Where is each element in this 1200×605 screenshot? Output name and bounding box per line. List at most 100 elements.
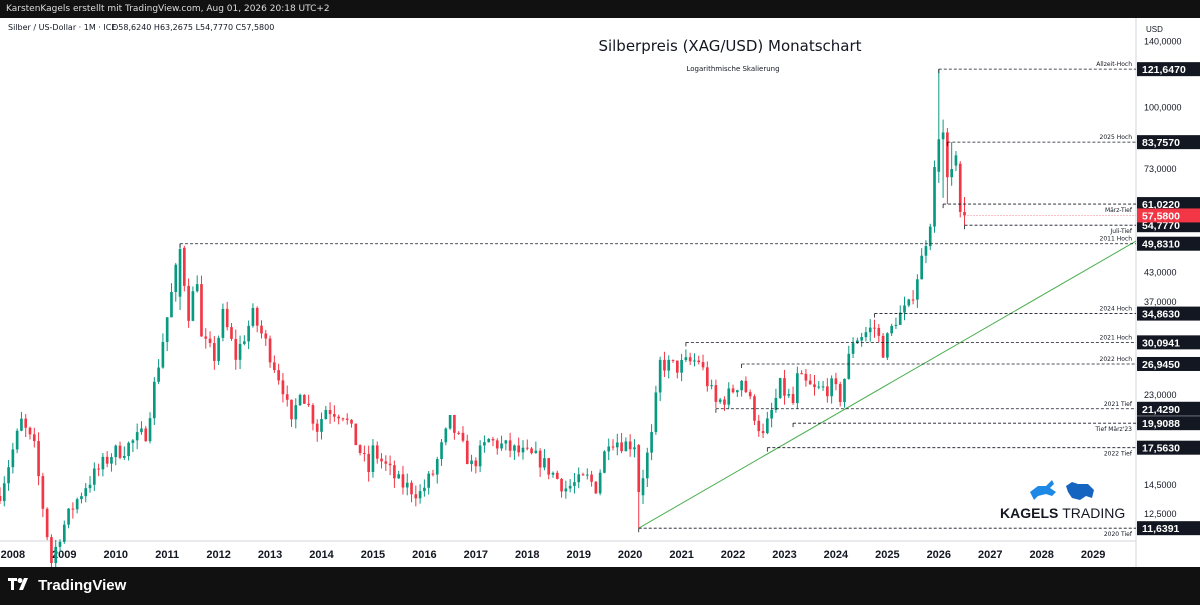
candle-body [748,392,752,397]
candle-body [7,467,10,484]
candle-body [487,439,491,443]
candle-body [731,388,735,393]
candle-body [470,460,473,465]
candle-body [28,427,32,435]
candle-body [783,378,786,396]
candle-body [200,284,203,337]
candle-body [963,211,966,216]
candle-body [225,308,229,328]
candle-body [135,432,139,441]
candle-body [191,291,195,321]
candle-body [603,451,606,473]
candle-body [243,341,246,344]
candle-body [114,445,118,458]
candle-body [774,397,778,410]
candle-body [568,485,572,489]
y-tick-label: 73,0000 [1144,164,1177,174]
level-label: 2021 Hoch [1100,334,1133,341]
candle-body [577,474,581,483]
level-price-tag [1137,440,1200,455]
candle-body [907,299,911,306]
y-tick-label: 37,0000 [1144,297,1177,307]
candle-body [354,423,358,446]
candle-body [847,353,851,379]
candle-body [830,378,833,397]
candle-body [478,445,482,467]
level-price-tag [1137,335,1200,350]
candle-body [221,308,225,338]
candle-body [58,541,62,547]
x-tick-label: 2012 [206,549,230,561]
candle-body [144,428,148,442]
candle-body [761,431,765,434]
candle-body [118,445,122,458]
candle-body [804,373,808,381]
candle-body [564,488,568,492]
tradingview-brand: TradingView [38,577,127,594]
level-price-text: 30,0941 [1142,337,1180,349]
candle-body [80,496,83,500]
candle-body [260,325,263,334]
x-tick-label: 2020 [618,549,642,561]
candle-body [581,474,585,476]
candle-body [723,399,726,405]
candle-body [933,167,936,227]
candle-body [281,380,285,395]
candle-body [525,447,529,449]
candle-body [204,336,208,339]
candle-body [461,432,465,441]
candle-body [650,431,653,453]
candle-body [521,447,525,453]
candle-body [813,384,816,388]
candle-body [230,327,233,339]
candle-body [97,468,100,470]
level-price-text: 19,9088 [1142,418,1180,430]
level-price-tag [1137,135,1200,150]
candle-body [757,420,761,432]
level-price-text: 54,7770 [1142,220,1180,232]
candle-body [50,537,53,564]
level-price-text: 83,7570 [1142,137,1180,149]
level-price-text: 121,6470 [1142,64,1186,76]
level-label: Juli-Tief [1110,228,1133,235]
y-tick-label: 23,0000 [1144,390,1177,400]
level-price-text: 49,8310 [1142,239,1180,251]
candle-body [680,359,683,373]
level-price-text: 21,4290 [1142,404,1180,416]
candle-body [611,446,615,448]
candle-body [538,450,542,468]
candle-body [796,373,799,404]
level-price-tag [1137,236,1200,251]
candle-body [701,362,705,368]
candles-group [0,69,966,567]
candle-body [753,396,756,421]
candle-body [654,392,658,432]
candle-body [504,440,508,444]
candle-body [131,440,135,443]
x-tick-label: 2013 [258,549,282,561]
candle-body [911,299,915,301]
candle-body [766,418,769,434]
tradingview-logo[interactable]: TradingView [8,577,126,594]
candle-body [628,441,632,450]
candle-body [208,338,212,344]
candle-body [693,360,696,362]
candle-body [88,484,92,489]
level-label: 2021 Tief [1104,401,1133,408]
candle-body [238,343,242,360]
x-tick-label: 2025 [875,549,899,561]
candle-body [195,284,199,292]
candle-body [834,378,838,385]
candle-body [946,132,949,178]
candle-body [551,472,555,475]
candle-body [787,394,791,396]
candle-body [251,307,255,326]
candle-body [474,460,478,467]
level-price-text: 34,8630 [1142,309,1180,321]
candle-body [75,499,79,510]
candle-body [268,338,272,363]
level-label: 2011 Hoch [1100,236,1133,243]
candle-body [530,448,533,454]
candle-body [688,357,692,362]
